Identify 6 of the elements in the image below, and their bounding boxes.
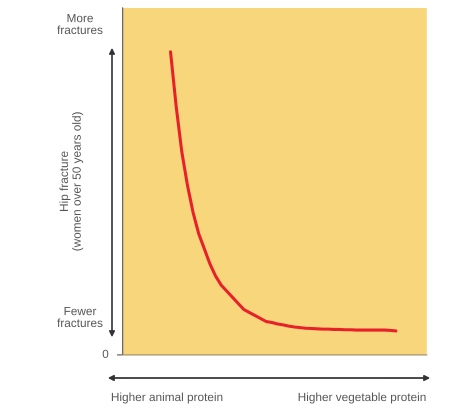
text: More fractures [57, 14, 103, 34]
y-axis-title: Hip fracture (women over 50 years old) [59, 112, 84, 251]
text: Fewer fractures [57, 307, 103, 328]
text: Higher animal protein [112, 392, 222, 404]
text: 0 [102, 350, 108, 358]
text: Higher vegetable protein [298, 392, 426, 404]
